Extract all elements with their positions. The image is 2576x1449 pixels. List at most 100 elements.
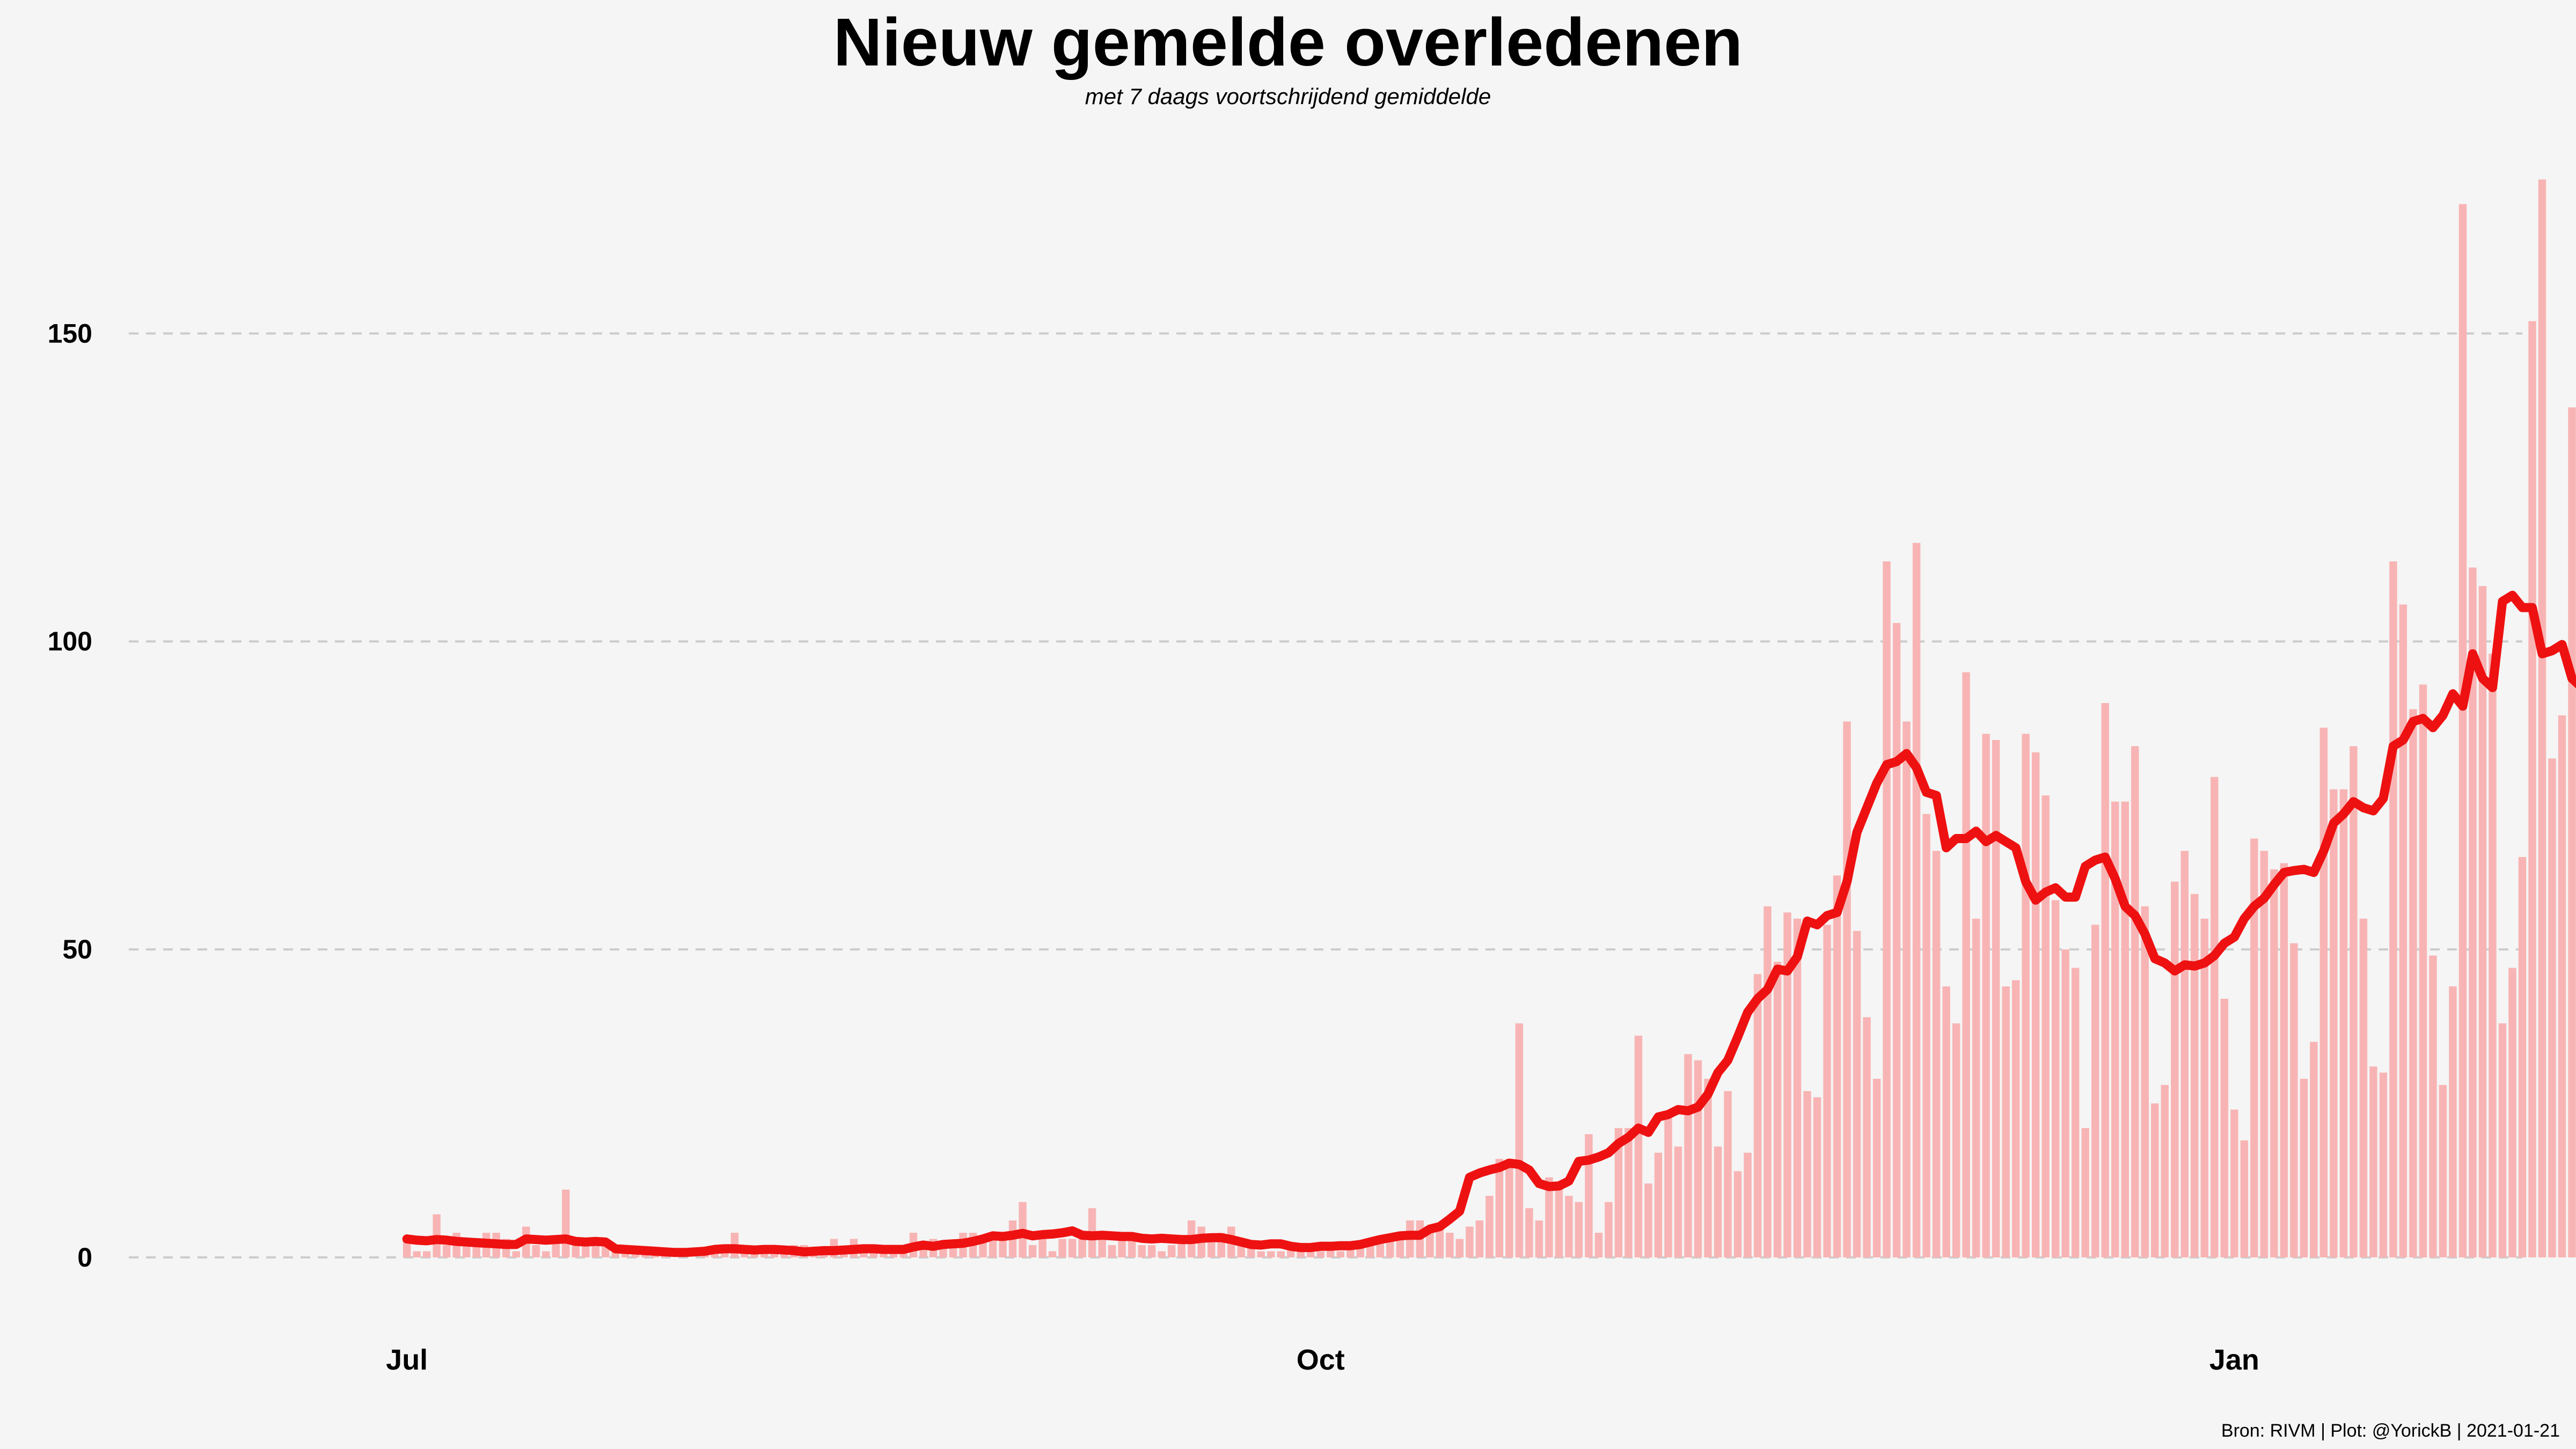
bar [1475, 1220, 1484, 1257]
bar [2250, 838, 2258, 1257]
bar [462, 1245, 471, 1257]
bar [2399, 604, 2407, 1257]
bar [2528, 321, 2536, 1257]
bar [2300, 1079, 2308, 1257]
bar [591, 1245, 600, 1257]
bar [2091, 925, 2099, 1257]
bar [711, 1251, 719, 1257]
bar [2200, 918, 2209, 1257]
bar [2469, 567, 2477, 1257]
bar [1267, 1251, 1275, 1257]
x-tick-label-jul: Jul [386, 1344, 428, 1376]
bar [1446, 1233, 1454, 1257]
bar [1158, 1251, 1166, 1257]
bar [1823, 925, 1831, 1257]
bars-daily-deaths [402, 179, 2576, 1258]
bar [1773, 962, 1782, 1257]
bar [1257, 1251, 1265, 1257]
bar [2339, 789, 2348, 1257]
bar [1704, 1079, 1712, 1257]
x-axis-ticks: Jul Oct Jan [386, 1344, 2259, 1376]
bar [1138, 1245, 1146, 1257]
bar [2350, 746, 2358, 1257]
bar [2568, 407, 2576, 1258]
bar [621, 1251, 630, 1257]
bar [1992, 740, 2000, 1257]
bar [2280, 863, 2288, 1257]
y-tick-label-150: 150 [48, 318, 92, 348]
bar [1535, 1220, 1543, 1257]
bar [1068, 1239, 1077, 1257]
bar [1594, 1233, 1603, 1257]
bar [760, 1251, 769, 1257]
bar [2439, 1085, 2447, 1257]
bar [1902, 721, 1911, 1257]
bar [422, 1251, 431, 1257]
bar [2011, 980, 2020, 1257]
bar [1962, 672, 1970, 1257]
bar [532, 1245, 540, 1257]
chart-title: Nieuw gemelde overledenen [833, 4, 1743, 80]
bar [1833, 875, 1841, 1257]
bar [1843, 721, 1851, 1257]
bar [1733, 1171, 1742, 1257]
bar [2508, 968, 2516, 1257]
bar [989, 1239, 997, 1257]
bar [2141, 906, 2149, 1257]
bar [512, 1251, 520, 1257]
bar [2409, 709, 2417, 1257]
bar [1495, 1159, 1504, 1257]
bar [1982, 734, 1990, 1257]
bar [1336, 1251, 1344, 1257]
bar [1167, 1245, 1176, 1257]
bar [2022, 734, 2030, 1257]
bar [2548, 758, 2556, 1257]
bar [2379, 1072, 2388, 1257]
bar [1853, 931, 1861, 1257]
bar [1545, 1177, 1553, 1257]
bar [1575, 1202, 1583, 1257]
bar [2171, 881, 2179, 1257]
bar [562, 1189, 570, 1257]
bar [1505, 1159, 1513, 1257]
bar [2220, 998, 2229, 1257]
x-tick-label-oct: Oct [1297, 1344, 1345, 1376]
bar [1883, 561, 1891, 1257]
bar [2260, 851, 2268, 1257]
bar [2081, 1128, 2089, 1257]
bar [999, 1239, 1007, 1257]
bar [2051, 900, 2060, 1257]
bar [1664, 1116, 1672, 1257]
bar [2290, 943, 2298, 1257]
bar [2310, 1042, 2318, 1257]
bar [1922, 814, 1930, 1257]
bar [2230, 1109, 2238, 1257]
bar [2419, 684, 2427, 1257]
bar [2369, 1066, 2377, 1257]
bar [611, 1251, 620, 1257]
bar [1892, 623, 1901, 1257]
bar [1624, 1128, 1633, 1257]
bar [2072, 968, 2080, 1257]
x-tick-label-jan: Jan [2209, 1344, 2259, 1376]
bar [1207, 1239, 1216, 1257]
bar [1058, 1239, 1066, 1257]
bar [1128, 1239, 1136, 1257]
bar [1714, 1146, 1722, 1257]
bar [1674, 1146, 1682, 1257]
bar [770, 1251, 779, 1257]
bar [1605, 1202, 1613, 1257]
source-caption: Bron: RIVM | Plot: @YorickB | 2021-01-21 [2221, 1421, 2560, 1441]
bar [2041, 795, 2050, 1257]
bar [2359, 918, 2368, 1257]
bar [2101, 703, 2109, 1257]
bar [1565, 1196, 1573, 1257]
bar [2498, 1023, 2507, 1257]
bar [1932, 851, 1941, 1257]
moving-average-path [402, 590, 2576, 1257]
bar [2002, 986, 2010, 1257]
bar [1634, 1035, 1643, 1257]
bar [2458, 204, 2467, 1258]
bar [1048, 1251, 1057, 1257]
bar [1872, 1079, 1881, 1257]
